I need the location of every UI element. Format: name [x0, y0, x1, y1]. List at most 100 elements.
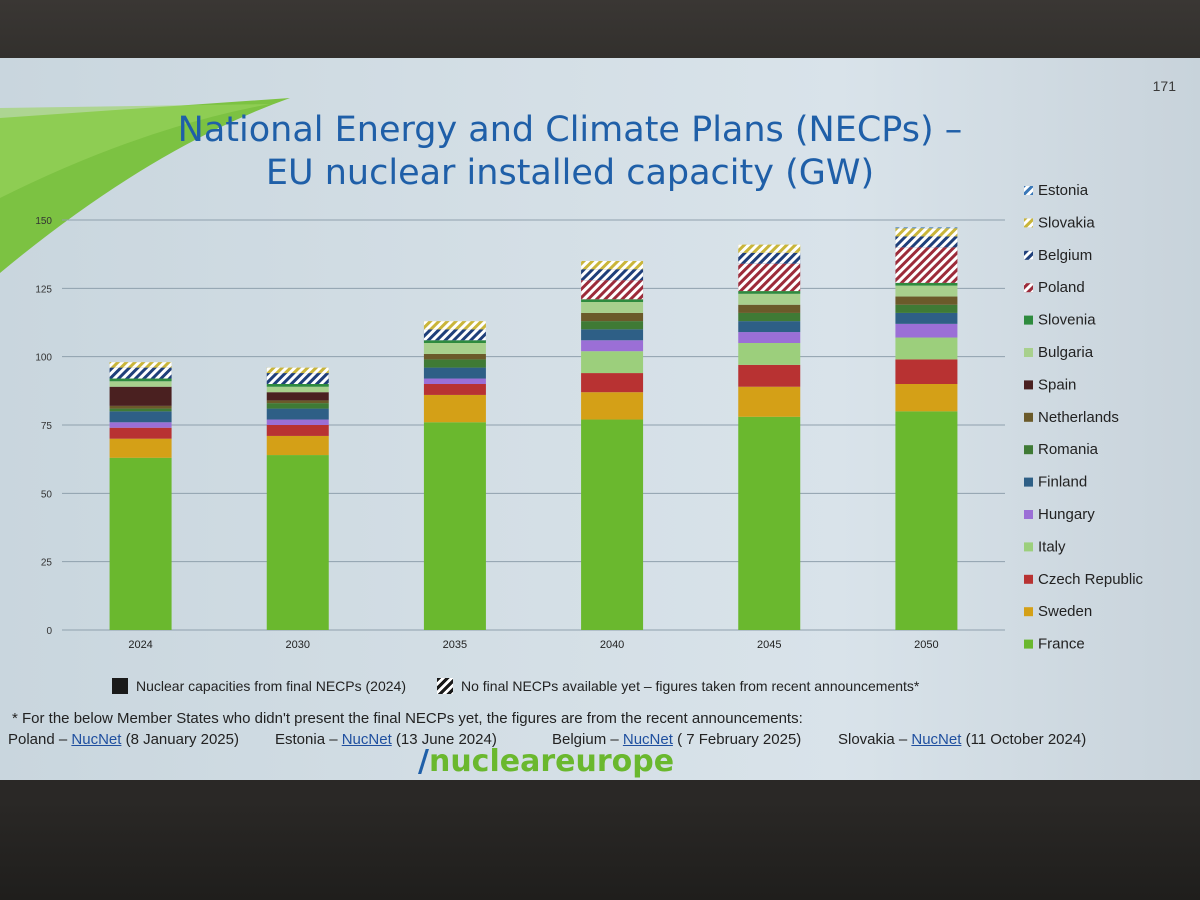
source-slovakia: Slovakia – NucNet (11 October 2024)	[838, 731, 1086, 748]
footnote: * For the below Member States who didn't…	[12, 710, 803, 727]
legend-announcements-label: No final NECPs available yet – figures t…	[461, 678, 920, 694]
bar-segment-romania	[581, 321, 644, 330]
source-link[interactable]: NucNet	[341, 731, 392, 748]
bar-segment-czech-republic	[109, 427, 172, 439]
bar-segment-hungary	[738, 332, 801, 343]
bar-segment-romania	[266, 403, 329, 409]
legend-label: Czech Republic	[1038, 571, 1144, 588]
y-tick-label: 0	[46, 626, 52, 637]
source-link[interactable]: NucNet	[622, 731, 673, 748]
bar-segment-finland	[109, 411, 172, 423]
bar-segment-slovenia	[738, 291, 801, 294]
bar-segment-sweden	[266, 435, 329, 456]
slide-title-line-1: National Energy and Climate Plans (NECPs…	[177, 110, 963, 150]
source-date: ( 7 February 2025)	[672, 731, 802, 748]
bar-segment-italy	[581, 351, 644, 374]
bar-segment-slovenia	[266, 384, 329, 387]
bar-hatch-belgium	[581, 269, 644, 281]
green-swoosh-decoration	[0, 98, 290, 273]
source-link[interactable]: NucNet	[71, 731, 122, 748]
legend-hatch-icon	[1024, 218, 1033, 228]
legend-final-necps: Nuclear capacities from final NECPs (202…	[112, 678, 406, 694]
bar-segment-romania	[423, 359, 486, 368]
y-tick-label: 50	[41, 489, 53, 500]
chart-bars	[109, 227, 958, 630]
bar-segment-romania	[738, 312, 801, 322]
slide-number: 171	[1152, 78, 1176, 94]
bar-segment-netherlands	[581, 312, 644, 322]
bar-segment-hungary	[895, 323, 958, 338]
bar-segment-france	[581, 419, 644, 630]
bar-segment-finland	[581, 329, 644, 341]
source-country: Belgium –	[552, 731, 623, 748]
bar-segment-sweden	[581, 392, 644, 420]
bar-segment-italy	[895, 337, 958, 360]
bar-segment-romania	[895, 304, 958, 313]
source-date: (13 June 2024)	[391, 731, 497, 748]
bar-hatch-slovakia	[895, 228, 958, 237]
bar-hatch-poland	[738, 263, 801, 292]
bar-segment-sweden	[423, 394, 486, 423]
legend-label: Finland	[1038, 474, 1087, 491]
bar-segment-bulgaria	[109, 381, 172, 387]
bar-segment-netherlands	[266, 400, 329, 404]
legend-swatch-icon	[1024, 445, 1033, 455]
bar-segment-slovenia	[581, 299, 644, 302]
hatched-swatch-icon	[437, 678, 453, 694]
bar-segment-bulgaria	[895, 285, 958, 297]
bar-segment-hungary	[266, 419, 329, 425]
bar-segment-bulgaria	[266, 386, 329, 393]
bar-segment-finland	[266, 408, 329, 420]
bar-segment-italy	[738, 343, 801, 365]
stacked-bar-chart: 0 25 50 75 100 125 150 2024 2030 2035 2040 2045 205…	[35, 182, 1144, 653]
bar-hatch-poland	[895, 247, 958, 283]
source-country: Poland –	[8, 731, 72, 748]
source-estonia: Estonia – NucNet (13 June 2024)	[275, 731, 497, 748]
bar-segment-sweden	[738, 386, 801, 417]
legend-label: Poland	[1038, 279, 1085, 296]
legend-label: France	[1038, 636, 1085, 653]
bar-segment-bulgaria	[738, 293, 801, 305]
bar-segment-czech-republic	[895, 359, 958, 384]
bar-segment-france	[266, 455, 329, 630]
bar-segment-czech-republic	[581, 373, 644, 393]
bar-segment-netherlands	[109, 405, 172, 409]
source-country: Estonia –	[275, 731, 342, 748]
bar-hatch-slovakia	[581, 261, 644, 270]
bar-hatch-slovakia	[423, 321, 486, 330]
bar-segment-czech-republic	[266, 425, 329, 436]
logo-text: nucleareurope	[428, 744, 675, 779]
source-belgium: Belgium – NucNet ( 7 February 2025)	[552, 731, 801, 748]
source-date: (8 January 2025)	[121, 731, 239, 748]
bar-segment-spain	[266, 392, 329, 401]
legend-swatch-icon	[1024, 412, 1033, 422]
bar-hatch-belgium	[109, 367, 172, 379]
legend-final-necps-label: Nuclear capacities from final NECPs (202…	[136, 678, 406, 694]
legend-swatch-icon	[1024, 315, 1033, 325]
legend-label: Italy	[1038, 538, 1066, 555]
bar-hatch-slovakia	[738, 244, 801, 253]
source-country: Slovakia –	[838, 731, 912, 748]
legend-label: Hungary	[1038, 506, 1095, 523]
bar-hatch-slovakia	[266, 367, 329, 374]
chart-legend: Estonia Slovakia Belgium Poland Slovenia Bulg…	[1024, 182, 1144, 653]
y-tick-label: 25	[41, 558, 53, 569]
legend-hatch-icon	[1024, 283, 1033, 293]
bar-hatch-belgium	[423, 329, 486, 341]
legend-swatch-icon	[1024, 639, 1033, 649]
x-tick-label: 2035	[443, 639, 467, 651]
legend-label: Estonia	[1038, 182, 1089, 199]
legend-label: Sweden	[1038, 603, 1092, 620]
legend-label: Spain	[1038, 376, 1076, 393]
legend-announcements: No final NECPs available yet – figures t…	[437, 678, 919, 694]
source-link[interactable]: NucNet	[911, 731, 962, 748]
x-tick-label: 2030	[286, 639, 310, 651]
legend-label: Bulgaria	[1038, 344, 1094, 361]
bar-hatch-slovakia	[109, 362, 172, 368]
bar-segment-finland	[423, 367, 486, 379]
bar-segment-slovenia	[895, 282, 958, 286]
legend-hatch-icon	[1024, 186, 1033, 195]
legend-swatch-icon	[1024, 380, 1033, 390]
legend-swatch-icon	[1024, 477, 1033, 487]
